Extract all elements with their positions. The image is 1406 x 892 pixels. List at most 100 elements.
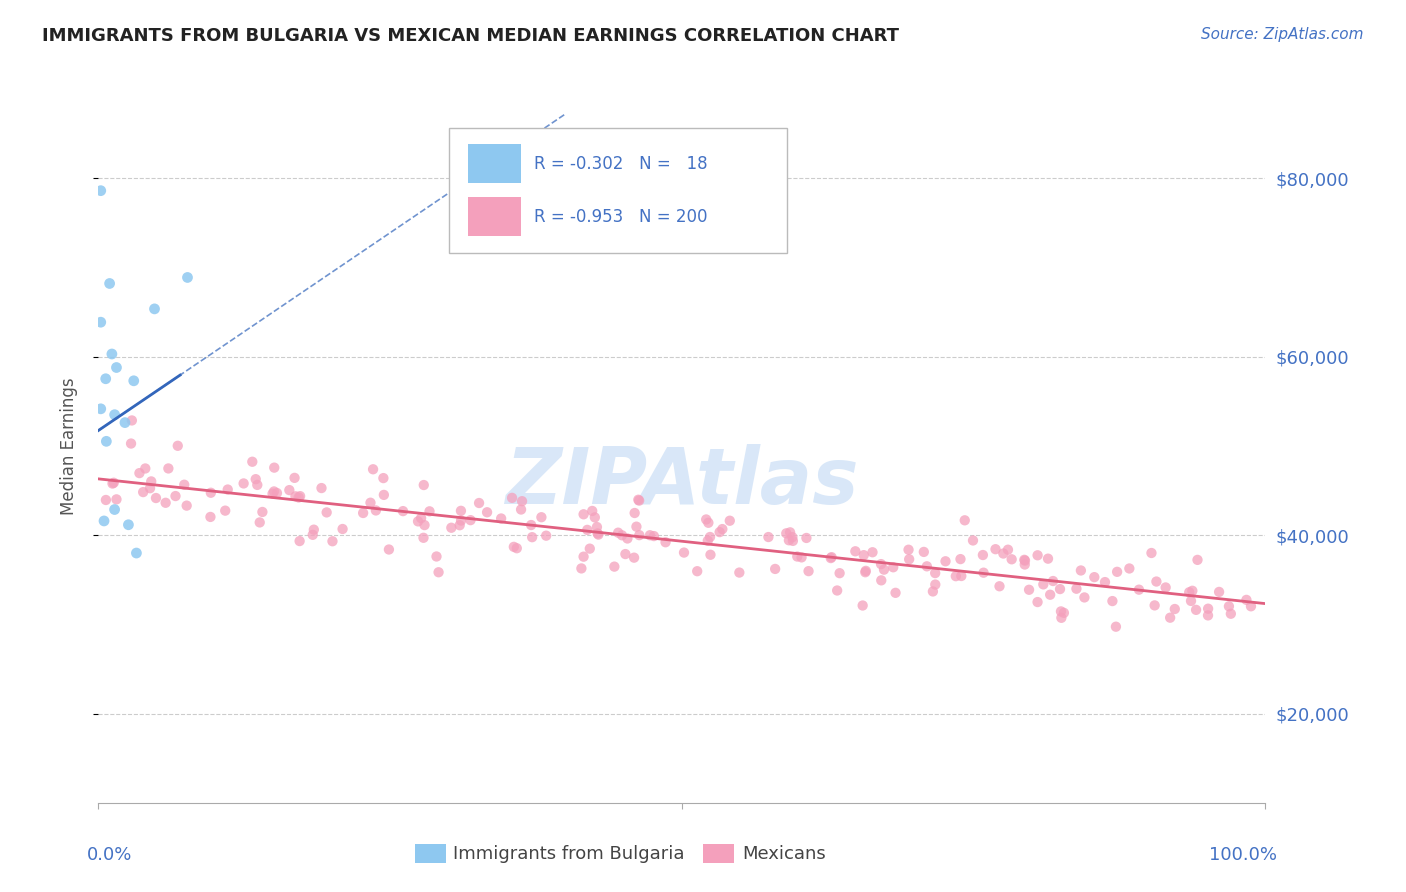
Point xyxy=(638,528,661,542)
Point xyxy=(1050,611,1073,625)
Point xyxy=(121,413,143,427)
Point xyxy=(278,483,301,497)
Point xyxy=(359,496,381,510)
Point xyxy=(252,505,274,519)
Point xyxy=(820,551,842,566)
Point xyxy=(1073,591,1095,605)
Text: R = -0.953   N = 200: R = -0.953 N = 200 xyxy=(534,208,707,226)
Point xyxy=(361,462,384,476)
Point xyxy=(90,184,112,198)
Point xyxy=(125,546,148,560)
Point xyxy=(266,486,288,500)
Point xyxy=(1140,546,1163,560)
Point xyxy=(1026,595,1049,609)
Point xyxy=(1083,570,1105,584)
Point xyxy=(1236,593,1258,607)
Point xyxy=(94,493,117,508)
Point xyxy=(534,529,557,543)
Point xyxy=(1070,564,1092,578)
Point xyxy=(406,515,429,529)
Point xyxy=(1101,594,1123,608)
Point xyxy=(90,401,112,416)
Point xyxy=(627,492,650,507)
Point xyxy=(412,478,434,492)
Point xyxy=(288,534,311,549)
Point xyxy=(155,496,177,510)
Point xyxy=(607,525,630,540)
Point xyxy=(962,533,984,548)
Point xyxy=(411,511,433,525)
Point xyxy=(1026,549,1049,563)
Point xyxy=(501,491,523,505)
Point xyxy=(166,439,188,453)
Point xyxy=(915,559,938,574)
Point xyxy=(489,511,512,525)
Point xyxy=(288,489,311,503)
Point xyxy=(699,530,721,544)
Point xyxy=(352,506,374,520)
Point xyxy=(782,533,804,548)
Point xyxy=(373,471,395,485)
Point xyxy=(103,475,125,490)
Point xyxy=(696,533,718,548)
Point xyxy=(588,527,610,541)
Point xyxy=(626,519,648,533)
Point xyxy=(120,436,142,450)
Point xyxy=(232,476,254,491)
Point xyxy=(502,540,524,554)
Point xyxy=(520,530,543,544)
Point xyxy=(790,550,813,565)
Point xyxy=(779,525,801,540)
Point xyxy=(610,528,633,542)
Point xyxy=(332,522,354,536)
Point xyxy=(1180,594,1202,608)
Point xyxy=(1039,588,1062,602)
Point xyxy=(844,544,866,558)
Point xyxy=(718,514,741,528)
Point xyxy=(1001,552,1024,566)
Point xyxy=(104,502,127,516)
Point xyxy=(141,475,163,489)
Point xyxy=(924,566,946,580)
Point xyxy=(1143,599,1166,613)
Point xyxy=(1042,574,1064,588)
Point xyxy=(786,549,808,564)
Point xyxy=(1014,558,1036,572)
Point xyxy=(510,502,533,516)
Point xyxy=(1094,575,1116,590)
Point xyxy=(852,548,875,562)
Point xyxy=(249,516,271,530)
Point xyxy=(302,523,325,537)
Point xyxy=(412,531,434,545)
Point xyxy=(797,564,820,578)
Point xyxy=(413,518,436,533)
Point xyxy=(1164,602,1187,616)
Point xyxy=(284,489,307,503)
Point xyxy=(578,541,600,556)
Point xyxy=(283,471,305,485)
Point xyxy=(1197,608,1219,623)
Point xyxy=(1181,583,1204,598)
Point xyxy=(364,503,387,517)
Point xyxy=(530,510,553,524)
Point xyxy=(882,560,904,574)
Point xyxy=(1240,599,1263,614)
Point xyxy=(510,494,533,508)
Point xyxy=(104,408,127,422)
Point xyxy=(506,541,529,556)
Point xyxy=(104,814,127,828)
Text: ZIPAtlas: ZIPAtlas xyxy=(505,443,859,520)
Point xyxy=(884,586,907,600)
Point xyxy=(1208,585,1230,599)
Point xyxy=(623,550,645,565)
Point xyxy=(246,478,269,492)
Text: IMMIGRANTS FROM BULGARIA VS MEXICAN MEDIAN EARNINGS CORRELATION CHART: IMMIGRANTS FROM BULGARIA VS MEXICAN MEDI… xyxy=(42,27,900,45)
Point xyxy=(581,504,603,518)
Point xyxy=(672,545,695,559)
Bar xyxy=(468,197,520,236)
Point xyxy=(93,514,115,528)
Point xyxy=(820,550,842,565)
Point xyxy=(139,481,162,495)
Point xyxy=(427,566,450,580)
Point xyxy=(128,466,150,480)
